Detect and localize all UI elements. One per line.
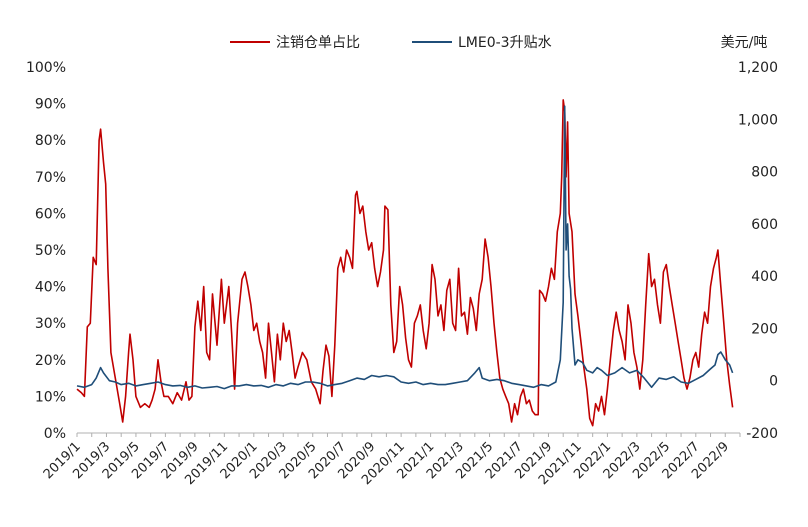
right-tick-label: 1,000 <box>738 112 778 128</box>
plot-area <box>76 99 734 427</box>
series-line-2 <box>76 105 734 390</box>
left-tick-label: 30% <box>35 316 66 332</box>
right-axis: -200 0 200 400 600 800 1,000 1,200 <box>738 60 778 442</box>
right-tick-label: 800 <box>751 165 778 181</box>
left-tick-label: 80% <box>35 133 66 149</box>
left-tick-label: 100% <box>26 60 66 76</box>
right-tick-label: 200 <box>751 321 778 337</box>
right-tick-label: 1,200 <box>738 60 778 76</box>
right-tick-label: -200 <box>746 426 778 442</box>
left-tick-label: 70% <box>35 170 66 186</box>
x-axis: 2019/12019/32019/52019/72019/92019/11202… <box>41 432 741 488</box>
legend: 注销仓单占比 LME0-3升贴水 <box>230 35 552 51</box>
left-tick-label: 0% <box>44 426 66 442</box>
series-line-1 <box>76 99 734 427</box>
left-axis: 0% 10% 20% 30% 40% 50% 60% 70% 80% 90% 100% <box>26 60 66 442</box>
right-tick-label: 0 <box>769 374 778 390</box>
legend-label-series-1: 注销仓单占比 <box>276 35 360 51</box>
left-tick-label: 90% <box>35 97 66 113</box>
right-axis-unit: 美元/吨 <box>721 35 768 51</box>
left-tick-label: 10% <box>35 389 66 405</box>
right-tick-label: 600 <box>751 217 778 233</box>
left-tick-label: 50% <box>35 243 66 259</box>
right-tick-label: 400 <box>751 269 778 285</box>
left-tick-label: 20% <box>35 353 66 369</box>
legend-label-series-2: LME0-3升贴水 <box>458 35 552 51</box>
left-tick-label: 60% <box>35 206 66 222</box>
left-tick-label: 40% <box>35 280 66 296</box>
